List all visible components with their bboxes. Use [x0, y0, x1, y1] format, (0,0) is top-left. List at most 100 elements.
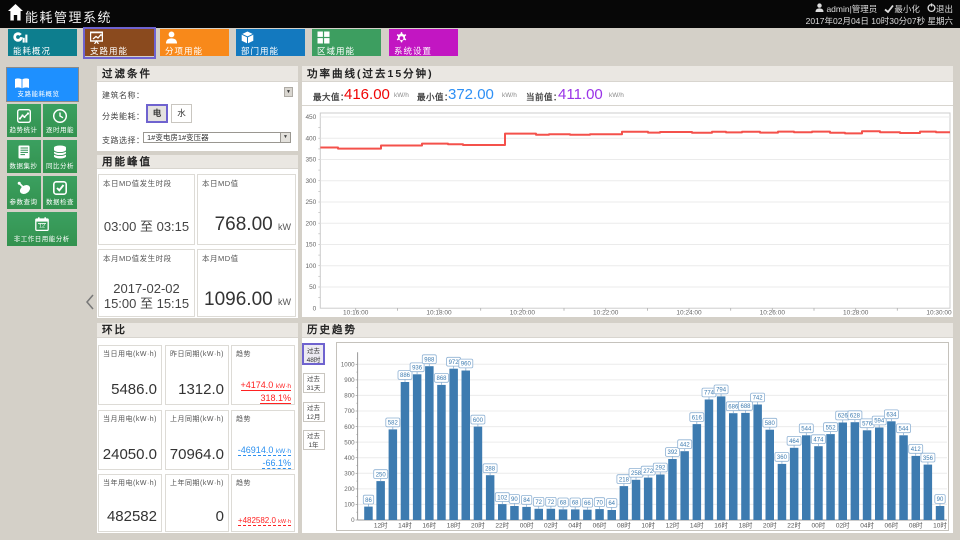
svg-text:90: 90 [511, 497, 518, 503]
svg-text:00时: 00时 [520, 521, 534, 530]
svg-text:686: 686 [728, 404, 739, 410]
svg-text:10:20:00: 10:20:00 [510, 310, 536, 317]
svg-text:86: 86 [365, 498, 372, 504]
svg-text:06时: 06时 [885, 521, 899, 530]
svg-text:500: 500 [344, 439, 355, 446]
svg-text:72: 72 [535, 500, 542, 506]
svg-text:576: 576 [862, 422, 873, 428]
svg-text:0: 0 [313, 305, 317, 312]
svg-text:10:22:00: 10:22:00 [593, 310, 619, 317]
svg-text:100: 100 [305, 263, 316, 270]
svg-text:272: 272 [643, 469, 654, 475]
svg-text:464: 464 [789, 439, 800, 445]
svg-text:10时: 10时 [933, 521, 947, 530]
svg-text:800: 800 [344, 393, 355, 400]
svg-text:22时: 22时 [787, 521, 801, 530]
svg-text:14时: 14时 [690, 521, 704, 530]
svg-text:356: 356 [923, 456, 934, 462]
svg-text:100: 100 [344, 502, 355, 509]
svg-text:10时: 10时 [641, 521, 655, 530]
svg-text:20时: 20时 [471, 521, 485, 530]
svg-text:742: 742 [753, 396, 764, 402]
svg-text:360: 360 [777, 455, 788, 461]
svg-text:988: 988 [424, 357, 435, 363]
svg-text:442: 442 [680, 442, 691, 448]
svg-text:300: 300 [344, 471, 355, 478]
svg-text:200: 200 [344, 486, 355, 493]
svg-text:150: 150 [305, 242, 316, 249]
svg-text:700: 700 [344, 408, 355, 415]
svg-text:64: 64 [608, 501, 615, 507]
svg-text:22时: 22时 [495, 521, 509, 530]
svg-text:1000: 1000 [341, 362, 355, 369]
svg-text:04时: 04时 [860, 521, 874, 530]
svg-text:10:24:00: 10:24:00 [676, 310, 702, 317]
svg-text:600: 600 [473, 418, 484, 424]
svg-text:552: 552 [826, 425, 837, 431]
svg-text:20时: 20时 [763, 521, 777, 530]
svg-text:960: 960 [461, 362, 472, 368]
svg-text:544: 544 [801, 427, 812, 433]
svg-text:70: 70 [596, 500, 603, 506]
svg-text:868: 868 [436, 376, 447, 382]
svg-text:400: 400 [305, 135, 316, 142]
svg-text:594: 594 [874, 419, 885, 425]
svg-text:12时: 12时 [666, 521, 680, 530]
svg-text:84: 84 [523, 498, 530, 504]
svg-text:02时: 02时 [836, 521, 850, 530]
svg-text:66: 66 [584, 501, 591, 507]
svg-text:10:18:00: 10:18:00 [426, 310, 452, 317]
svg-text:04时: 04时 [568, 521, 582, 530]
svg-text:900: 900 [344, 377, 355, 384]
svg-text:08时: 08时 [909, 521, 923, 530]
svg-text:628: 628 [850, 413, 861, 419]
svg-text:12: 12 [39, 224, 45, 230]
svg-text:936: 936 [412, 366, 423, 372]
svg-text:68: 68 [572, 501, 579, 507]
svg-text:18时: 18时 [739, 521, 753, 530]
svg-text:400: 400 [344, 455, 355, 462]
svg-text:102: 102 [497, 495, 508, 501]
svg-text:06时: 06时 [593, 521, 607, 530]
svg-text:72: 72 [548, 500, 555, 506]
svg-text:250: 250 [376, 472, 387, 478]
svg-text:688: 688 [740, 404, 751, 410]
svg-text:10:28:00: 10:28:00 [843, 310, 869, 317]
svg-text:392: 392 [667, 450, 678, 456]
svg-text:200: 200 [305, 220, 316, 227]
svg-text:90: 90 [937, 497, 944, 503]
svg-text:774: 774 [704, 391, 715, 397]
svg-text:972: 972 [449, 360, 460, 366]
svg-text:218: 218 [619, 477, 630, 483]
svg-text:16时: 16时 [714, 521, 728, 530]
svg-text:02时: 02时 [544, 521, 558, 530]
svg-text:288: 288 [485, 466, 496, 472]
svg-text:00时: 00时 [812, 521, 826, 530]
svg-text:580: 580 [765, 421, 776, 427]
svg-text:50: 50 [309, 284, 317, 291]
svg-text:634: 634 [886, 413, 897, 419]
svg-text:258: 258 [631, 471, 642, 477]
svg-text:300: 300 [305, 178, 316, 185]
svg-text:600: 600 [344, 424, 355, 431]
svg-text:0: 0 [351, 517, 355, 524]
svg-text:10:26:00: 10:26:00 [760, 310, 786, 317]
svg-text:292: 292 [655, 466, 666, 472]
svg-text:794: 794 [716, 388, 727, 394]
svg-text:14时: 14时 [398, 521, 412, 530]
svg-text:68: 68 [560, 501, 567, 507]
svg-text:412: 412 [911, 447, 922, 453]
svg-text:450: 450 [305, 114, 316, 121]
svg-text:626: 626 [838, 414, 849, 420]
svg-text:18时: 18时 [447, 521, 461, 530]
svg-text:10:30:00: 10:30:00 [926, 310, 952, 317]
svg-text:12时: 12时 [374, 521, 388, 530]
svg-text:886: 886 [400, 373, 411, 379]
svg-text:582: 582 [388, 421, 399, 427]
svg-text:474: 474 [813, 437, 824, 443]
svg-text:250: 250 [305, 199, 316, 206]
svg-text:10:16:00: 10:16:00 [343, 310, 369, 317]
svg-text:616: 616 [692, 415, 703, 421]
svg-text:350: 350 [305, 157, 316, 164]
svg-text:16时: 16时 [422, 521, 436, 530]
